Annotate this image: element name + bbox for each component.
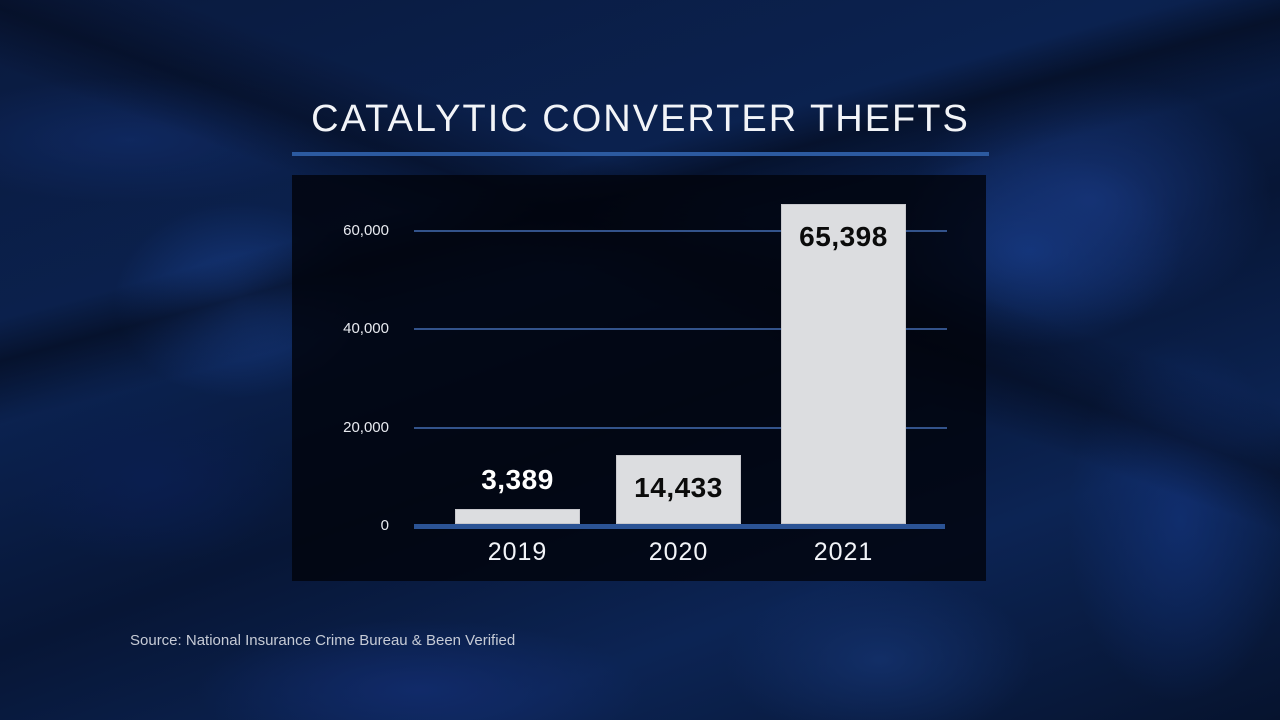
chart-title: CATALYTIC CONVERTER THEFTS xyxy=(311,98,970,140)
gridline xyxy=(414,328,947,331)
bar-value-label: 3,389 xyxy=(481,464,554,496)
gridline xyxy=(414,426,947,429)
bar-2020 xyxy=(616,455,741,524)
y-axis-tick-label: 0 xyxy=(380,517,389,534)
x-axis-tick-label: 2021 xyxy=(813,538,874,566)
source-note: Source: National Insurance Crime Bureau … xyxy=(130,632,516,649)
bar-2021 xyxy=(781,204,906,524)
x-axis-baseline xyxy=(414,524,945,529)
x-axis-tick-label: 2019 xyxy=(487,538,548,566)
bar-2019 xyxy=(455,509,580,524)
y-axis-tick-label: 60,000 xyxy=(343,222,389,239)
y-axis-tick-label: 40,000 xyxy=(343,320,389,338)
title-underline xyxy=(292,152,989,156)
gridline xyxy=(414,230,947,232)
bar-value-label: 65,398 xyxy=(799,221,888,253)
y-axis-tick-label: 20,000 xyxy=(343,418,389,436)
bar-value-label: 14,433 xyxy=(634,472,723,504)
x-axis-tick-label: 2020 xyxy=(648,538,709,566)
